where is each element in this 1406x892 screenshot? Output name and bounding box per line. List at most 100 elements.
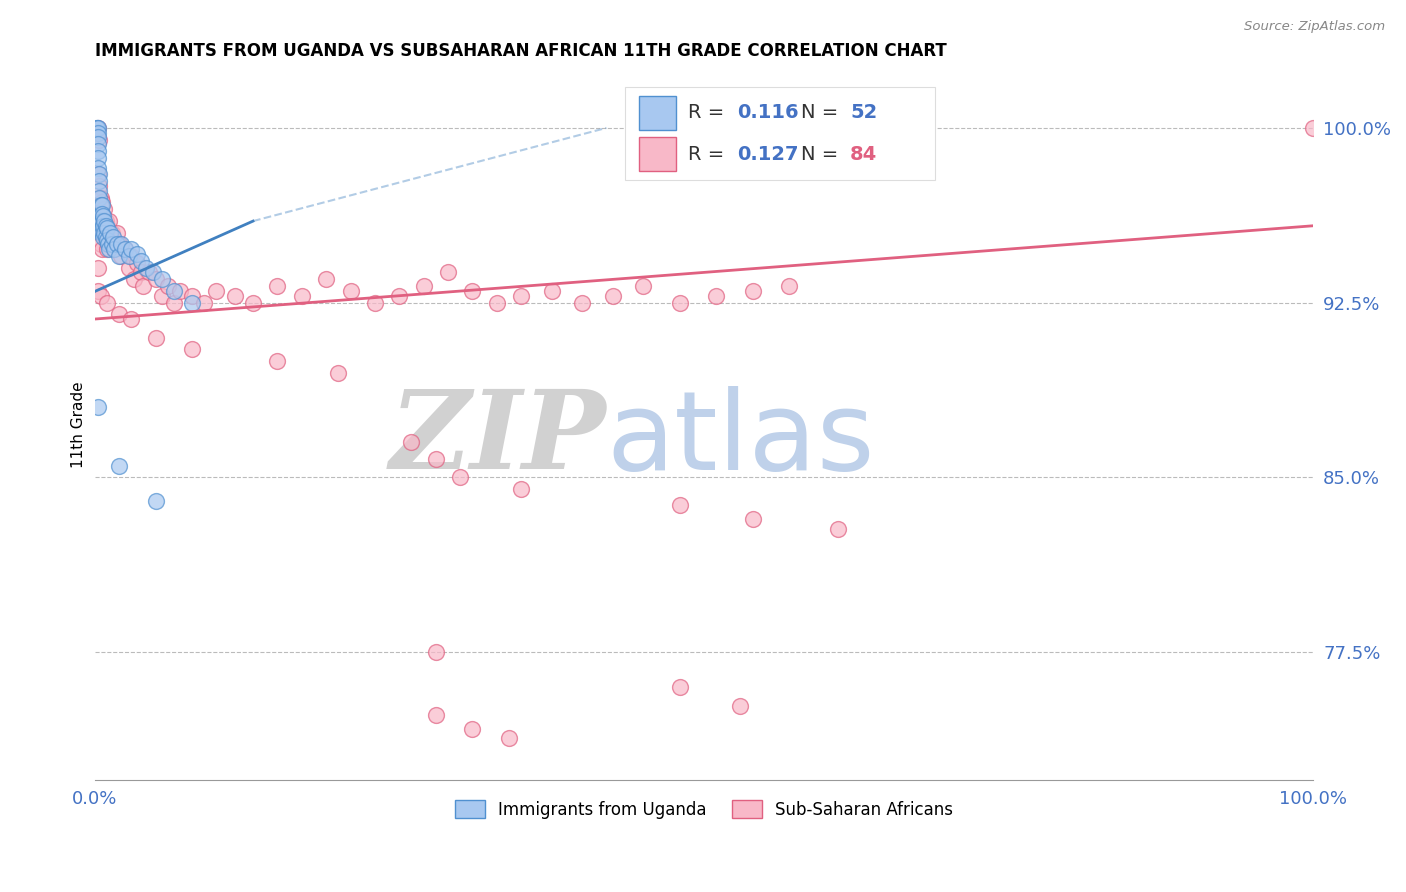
Point	[156, 279, 179, 293]
Point	[145, 493, 167, 508]
Point	[668, 295, 690, 310]
Point	[449, 470, 471, 484]
Text: 84: 84	[851, 145, 877, 164]
Point	[108, 249, 131, 263]
Point	[778, 279, 800, 293]
Point	[266, 354, 288, 368]
Point	[93, 202, 115, 217]
Text: 52: 52	[851, 103, 877, 122]
Point	[90, 288, 112, 302]
Point	[266, 279, 288, 293]
Point	[540, 284, 562, 298]
Legend: Immigrants from Uganda, Sub-Saharan Africans: Immigrants from Uganda, Sub-Saharan Afri…	[449, 794, 960, 825]
Text: atlas: atlas	[606, 385, 875, 492]
Point	[105, 237, 128, 252]
Point	[90, 221, 112, 235]
Point	[86, 126, 108, 140]
Point	[108, 458, 131, 473]
Point	[100, 226, 122, 240]
Point	[98, 214, 121, 228]
Point	[90, 195, 112, 210]
Point	[96, 295, 118, 310]
Point	[461, 284, 484, 298]
Point	[485, 295, 508, 310]
Point	[108, 307, 131, 321]
Point	[100, 237, 122, 252]
Point	[89, 168, 111, 182]
Point	[96, 242, 118, 256]
Point	[91, 226, 114, 240]
Point	[145, 330, 167, 344]
Point	[132, 279, 155, 293]
Point	[96, 221, 118, 235]
Point	[87, 168, 110, 182]
Point	[87, 202, 110, 217]
Point	[90, 214, 112, 228]
Point	[412, 279, 434, 293]
Point	[401, 435, 423, 450]
Point	[668, 680, 690, 694]
Point	[120, 249, 142, 263]
Text: 0.127: 0.127	[737, 145, 799, 164]
Point	[425, 708, 447, 723]
Point	[103, 242, 125, 256]
Point	[425, 451, 447, 466]
Point	[87, 161, 110, 175]
Point	[91, 210, 114, 224]
Point	[110, 249, 132, 263]
Point	[129, 253, 152, 268]
Point	[103, 242, 125, 256]
Point	[181, 295, 204, 310]
Point	[150, 272, 173, 286]
Point	[827, 522, 849, 536]
Point	[169, 284, 191, 298]
Point	[461, 722, 484, 736]
Point	[145, 272, 167, 286]
Point	[364, 295, 387, 310]
Point	[741, 284, 763, 298]
Point	[388, 288, 411, 302]
Point	[89, 191, 111, 205]
Point	[89, 132, 111, 146]
Point	[91, 230, 114, 244]
Point	[120, 312, 142, 326]
Point	[127, 256, 149, 270]
Point	[87, 401, 110, 415]
Point	[87, 260, 110, 275]
Point	[90, 214, 112, 228]
Point	[315, 272, 337, 286]
Point	[631, 279, 654, 293]
Point	[100, 237, 122, 252]
Point	[150, 288, 173, 302]
Point	[98, 242, 121, 256]
Text: IMMIGRANTS FROM UGANDA VS SUBSAHARAN AFRICAN 11TH GRADE CORRELATION CHART: IMMIGRANTS FROM UGANDA VS SUBSAHARAN AFR…	[94, 42, 946, 60]
Point	[100, 226, 122, 240]
Point	[1302, 120, 1324, 135]
Text: R =: R =	[688, 103, 731, 122]
Point	[87, 284, 110, 298]
Point	[89, 179, 111, 194]
Point	[90, 237, 112, 252]
Point	[91, 210, 114, 224]
Point	[87, 126, 110, 140]
Point	[437, 265, 460, 279]
Point	[94, 219, 117, 233]
Point	[87, 120, 110, 135]
Point	[602, 288, 624, 302]
Point	[93, 226, 115, 240]
Text: N =: N =	[801, 145, 845, 164]
Bar	[640, 137, 676, 171]
Point	[571, 295, 593, 310]
Point	[86, 120, 108, 135]
Text: R =: R =	[688, 145, 731, 164]
Point	[730, 698, 752, 713]
Point	[93, 214, 115, 228]
Point	[510, 482, 533, 496]
Point	[114, 242, 136, 256]
Point	[741, 512, 763, 526]
Point	[425, 645, 447, 659]
Point	[90, 207, 112, 221]
Point	[498, 731, 520, 746]
Point	[142, 265, 165, 279]
Point	[89, 174, 111, 188]
